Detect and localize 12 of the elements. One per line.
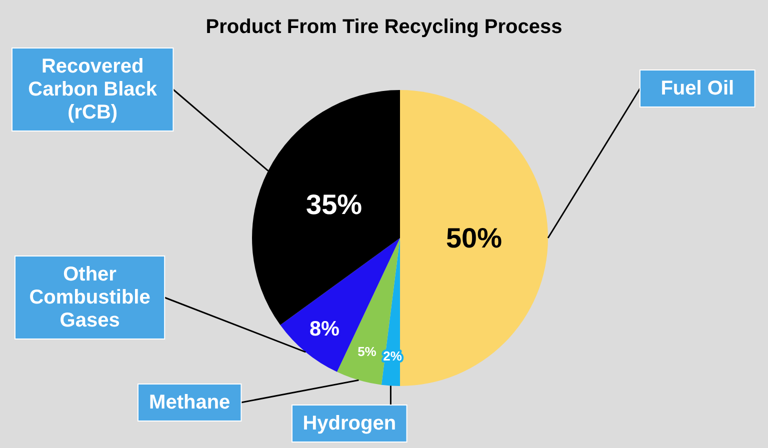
slice-label: Recovered Carbon Black (rCB) <box>28 56 158 124</box>
pie-slice <box>400 90 548 386</box>
slice-label: Other Combustible Gases <box>29 264 150 332</box>
data-label: 5% <box>358 344 377 360</box>
slice-label: Methane <box>149 392 230 414</box>
slice-label: Fuel Oil <box>660 78 734 100</box>
data-label: 8% <box>309 318 340 341</box>
chart-title: Product From Tire Recycling Process <box>204 16 564 39</box>
slice-label: Hydrogen <box>302 412 396 434</box>
data-label: 50% <box>446 222 502 254</box>
pie-slice <box>280 238 400 372</box>
data-label: 35% <box>306 188 362 220</box>
